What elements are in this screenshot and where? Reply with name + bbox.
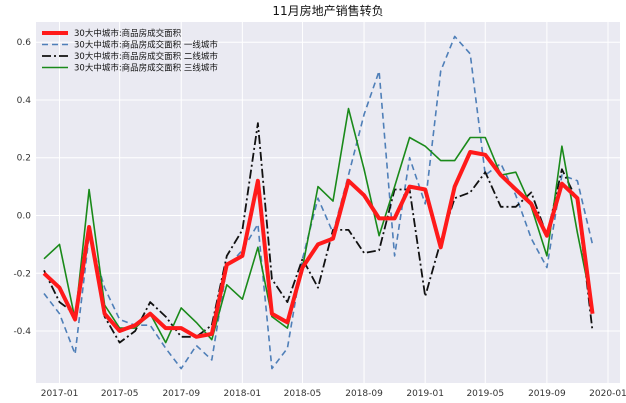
y-tick-label: 0.6: [17, 38, 32, 48]
x-tick-label: 2018-01: [224, 389, 262, 399]
x-tick-label: 2019-05: [466, 389, 504, 399]
y-tick-label: 0.4: [17, 96, 32, 106]
axis-tick-labels: -0.4 -0.2 0.0 0.2 0.4 0.6 2017-01 2017-05 2017-0…: [13, 38, 626, 399]
x-tick-label: 2020-01: [589, 389, 626, 399]
y-tick-label: 0.0: [17, 211, 32, 221]
x-tick-label: 2019-09: [528, 389, 566, 399]
x-tick-label: 2017-05: [101, 389, 139, 399]
x-tick-label: 2019-01: [406, 389, 444, 399]
legend-label-0: 30大中城市:商品房成交面积: [74, 28, 182, 39]
x-tick-label: 2018-05: [284, 389, 322, 399]
grid-lines: [36, 22, 620, 383]
legend-label-1: 30大中城市:商品房成交面积 一线城市: [74, 40, 218, 51]
legend-label-2: 30大中城市:商品房成交面积 二线城市: [74, 51, 218, 62]
series-line-0: [42, 150, 595, 339]
chart-title: 11月房地产销售转负: [272, 3, 383, 18]
legend-label-3: 30大中城市:商品房成交面积 三线城市: [74, 63, 218, 74]
x-tick-label: 2017-01: [41, 389, 79, 399]
x-tick-label: 2017-09: [162, 389, 200, 399]
x-tick-label: 2018-09: [345, 389, 383, 399]
plot-area: [36, 22, 620, 383]
y-tick-label: 0.2: [17, 154, 31, 164]
series-line-2: [43, 122, 594, 344]
y-tick-label: -0.4: [13, 327, 31, 337]
y-tick-label: -0.2: [13, 269, 31, 279]
series-lines: [42, 35, 595, 370]
